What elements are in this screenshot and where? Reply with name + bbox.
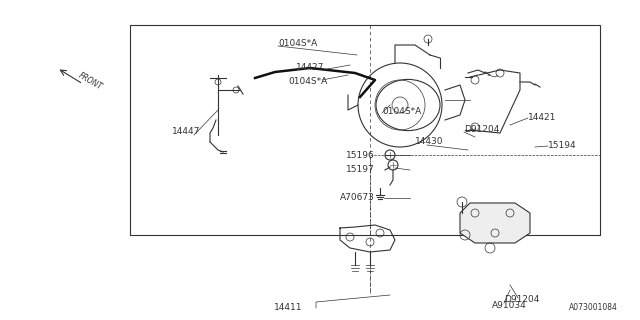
Bar	[370, 155, 600, 235]
Text: A70673: A70673	[340, 194, 375, 203]
Text: A073001084: A073001084	[569, 303, 618, 312]
Text: 0104S*A: 0104S*A	[382, 108, 421, 116]
Text: D91204: D91204	[504, 294, 540, 303]
Text: D91204: D91204	[464, 125, 499, 134]
Text: 14430: 14430	[415, 138, 444, 147]
Text: 0104S*A: 0104S*A	[288, 77, 327, 86]
Text: 15196: 15196	[346, 150, 375, 159]
Text: 14447: 14447	[172, 127, 200, 137]
Text: 0104S*A: 0104S*A	[278, 39, 317, 49]
Text: A91034: A91034	[492, 301, 527, 310]
Bar	[130, 25, 600, 235]
Text: 15194: 15194	[548, 141, 577, 150]
Text: 14421: 14421	[528, 114, 556, 123]
Text: FRONT: FRONT	[77, 71, 104, 92]
Text: 14427: 14427	[296, 63, 324, 73]
Text: 14411: 14411	[274, 302, 302, 311]
Text: 15197: 15197	[346, 165, 375, 174]
Polygon shape	[460, 203, 530, 243]
